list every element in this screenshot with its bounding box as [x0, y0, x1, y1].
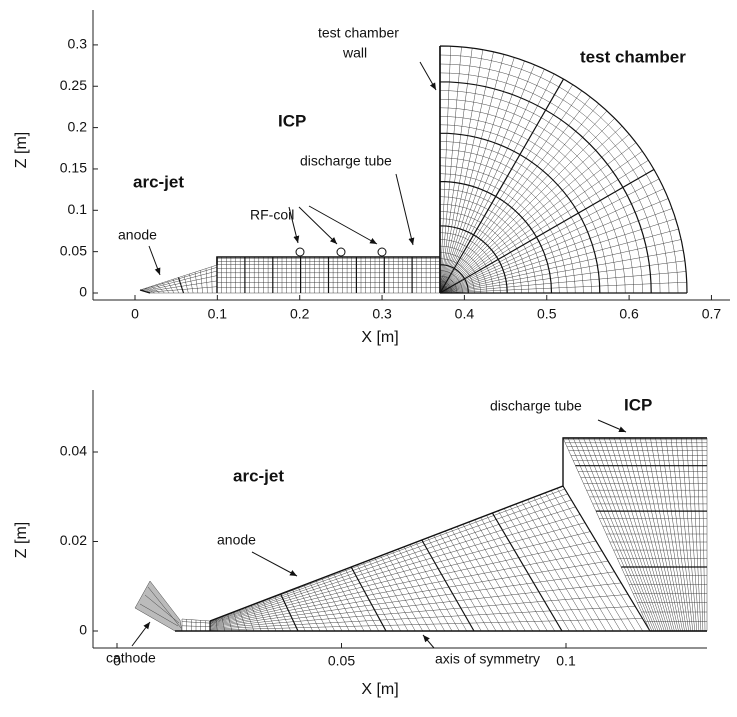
annotation: test chamber [318, 25, 399, 41]
mesh [562, 437, 708, 632]
y-axis-label: Z [m] [13, 522, 30, 558]
y-tick-label: 0.15 [60, 160, 87, 176]
y-tick-label: 0 [79, 622, 87, 638]
annotation: anode [118, 227, 157, 243]
x-tick-label: 0.3 [372, 306, 392, 322]
mesh-drawing: 0 0.1 0.2 0.3 0.4 0.5 0.6 0.7 0 0.05 0.1 0.15 0.2 0.2… [13, 10, 730, 698]
annotation: ICP [624, 395, 652, 414]
x-axis-label: X [m] [361, 681, 398, 698]
x-tick-label: 0.5 [537, 306, 557, 322]
annotation: test chamber [580, 47, 686, 66]
annotation: anode [217, 532, 256, 548]
x-tick-label: 0.1 [208, 306, 228, 322]
y-axis-label: Z [m] [13, 132, 30, 168]
annotation: arc-jet [233, 466, 284, 485]
x-tick-label: 0 [113, 653, 121, 669]
annotation: wall [342, 45, 367, 61]
annotation: arc-jet [133, 172, 184, 191]
cathode [134, 580, 183, 632]
mesh [439, 46, 687, 294]
annotation: RF-coil [250, 207, 294, 223]
x-tick-label: 0.2 [290, 306, 310, 322]
mesh [209, 485, 650, 632]
mesh-coarse [439, 45, 688, 294]
annotation: axis of symmetry [435, 651, 540, 667]
x-tick-label: 0.7 [702, 306, 722, 322]
x-tick-label: 0.6 [619, 306, 639, 322]
anode-wall [175, 437, 707, 632]
y-tick-label: 0.3 [68, 36, 88, 52]
y-tick-label: 0.02 [60, 532, 87, 548]
x-tick-label: 0.4 [455, 306, 475, 322]
mesh-coarse [209, 485, 651, 632]
x-tick-label: 0.1 [556, 653, 576, 669]
mesh [181, 618, 211, 632]
x-axis-label: X [m] [361, 329, 398, 346]
annotation: discharge tube [300, 153, 392, 169]
y-tick-label: 0 [79, 284, 87, 300]
annotation: cathode [106, 650, 156, 666]
x-tick-label: 0 [131, 306, 139, 322]
y-tick-label: 0.2 [68, 118, 88, 134]
annotation: discharge tube [490, 398, 582, 414]
wall [216, 46, 441, 293]
mesh-coarse [139, 265, 218, 294]
y-tick-label: 0.1 [68, 201, 88, 217]
y-tick-label: 0.25 [60, 77, 87, 93]
y-tick-label: 0.04 [60, 443, 87, 459]
arrows [131, 61, 627, 649]
annotation: ICP [278, 111, 306, 130]
x-tick-label: 0.05 [328, 653, 355, 669]
y-tick-label: 0.05 [60, 242, 87, 258]
